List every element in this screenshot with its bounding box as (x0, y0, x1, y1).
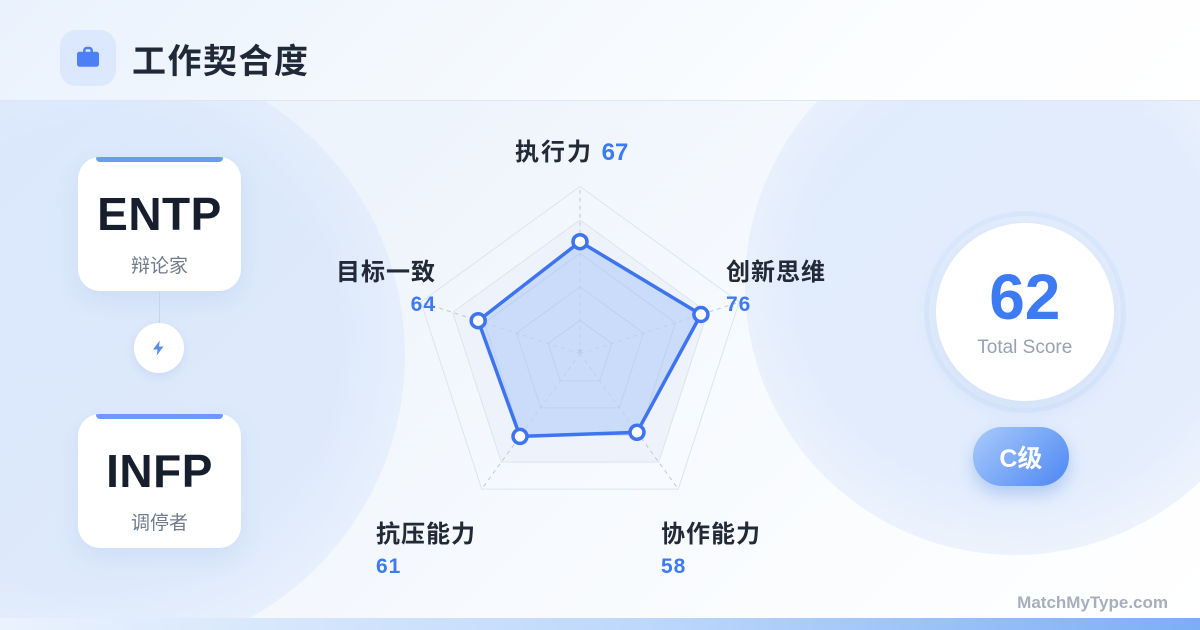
svg-text:*: * (577, 345, 583, 361)
